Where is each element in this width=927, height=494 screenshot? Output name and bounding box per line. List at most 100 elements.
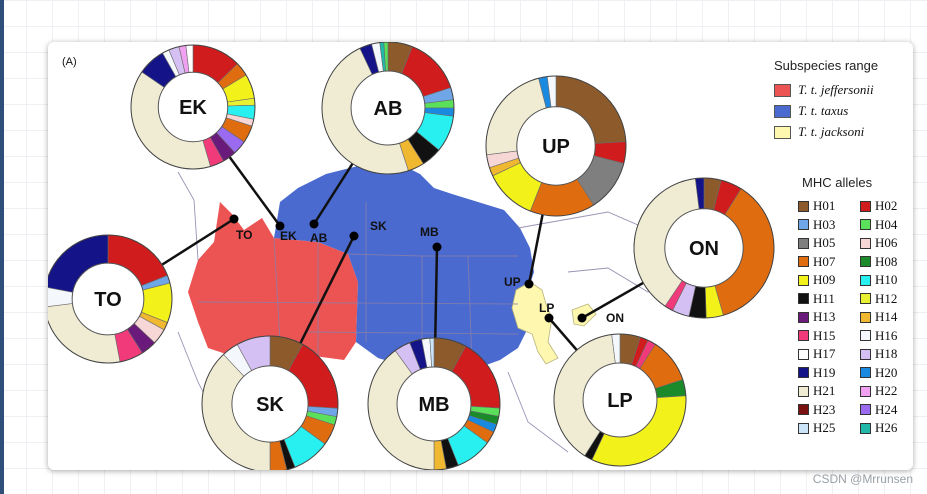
allele-swatch [798, 404, 809, 415]
allele-legend-item: H10 [860, 272, 897, 288]
allele-swatch [798, 311, 809, 323]
allele-id: H09 [813, 272, 836, 287]
pie-label: AB [374, 98, 403, 120]
allele-pies: EK AB UP TO SK MB LP ON [48, 42, 775, 470]
pie-outline [130, 44, 256, 170]
allele-swatch [860, 200, 871, 212]
pie-center [157, 71, 229, 143]
allele-legend-item: H12 [860, 291, 897, 307]
site-dot-ab [309, 219, 319, 229]
allele-legend-item: H06 [860, 235, 897, 251]
pie-label: EK [179, 97, 207, 119]
pie-outline [485, 75, 627, 217]
allele-legend-item: H17 [798, 346, 835, 362]
site-dot-mb [432, 242, 442, 252]
allele-id: H21 [813, 383, 836, 398]
border-lines [177, 171, 709, 453]
allele-legend-item: H24 [860, 402, 897, 418]
subspecies-legend-item: T. t. jeffersonii [774, 82, 874, 98]
allele-swatch [860, 422, 871, 434]
site-label-lp: LP [539, 301, 554, 315]
allele-id: H02 [875, 198, 898, 213]
site-dot-sk [349, 231, 359, 241]
pie-label: MB [418, 394, 449, 416]
subspecies-legend-item: T. t. jacksoni [774, 124, 864, 140]
subspecies-legend-item: T. t. taxus [774, 103, 848, 119]
allele-legend-item: H11 [798, 291, 835, 307]
watermark: CSDN @Mrrunsen [812, 472, 913, 486]
site-dot-on [577, 313, 587, 323]
panel-label: (A) [62, 56, 77, 68]
allele-id: H17 [813, 346, 836, 361]
site-label-ek: EK [280, 229, 297, 243]
allele-legend-item: H07 [798, 254, 835, 270]
allele-legend-item: H15 [798, 328, 835, 344]
allele-swatch [860, 237, 871, 249]
site-dot-to [229, 214, 239, 224]
allele-id: H10 [875, 272, 898, 287]
allele-id: H04 [875, 216, 898, 232]
allele-legend-item: H21 [798, 383, 835, 399]
allele-swatch [798, 293, 809, 304]
allele-id: H25 [813, 420, 836, 435]
allele-legend-item: H05 [798, 235, 835, 251]
allele-swatch [798, 330, 809, 341]
allele-legend-item: H25 [798, 420, 835, 436]
pie-center [516, 106, 596, 186]
pie-center [396, 366, 472, 442]
pie-label: TO [94, 289, 121, 311]
pie-center [582, 362, 658, 438]
pie-sk: SK [201, 335, 339, 470]
allele-id: H20 [875, 364, 898, 380]
pie-outline [48, 234, 173, 364]
allele-swatch [860, 293, 871, 304]
allele-legend-item: H18 [860, 346, 897, 362]
jeffersonii-range [188, 202, 358, 362]
allele-id: H07 [813, 253, 836, 269]
allele-swatch [860, 219, 871, 230]
pie-lp: LP [553, 333, 687, 467]
site-label-ab: AB [310, 231, 328, 245]
allele-swatch [798, 219, 809, 230]
allele-id: H23 [813, 401, 836, 417]
pie-center [350, 70, 426, 146]
allele-legend-title: MHC alleles [802, 175, 873, 190]
legend-label: T. t. jeffersonii [798, 82, 874, 97]
allele-swatch [860, 311, 871, 323]
allele-swatch [798, 237, 809, 249]
taxus-range [274, 164, 534, 372]
allele-legend-item: H13 [798, 309, 835, 325]
subspecies-legend-title: Subspecies range [774, 58, 879, 73]
site-label-on: ON [606, 311, 624, 325]
pie-up: UP [485, 75, 627, 217]
pie-outline [553, 333, 687, 467]
allele-swatch [798, 385, 809, 397]
allele-swatch [860, 274, 871, 286]
pie-outline [633, 177, 775, 319]
allele-swatch [860, 404, 871, 415]
pie-to: TO [48, 234, 173, 364]
allele-id: H13 [813, 309, 836, 324]
allele-id: H19 [813, 364, 836, 380]
allele-swatch [860, 256, 871, 267]
pie-label: SK [256, 394, 284, 416]
pie-outline [201, 335, 339, 470]
allele-id: H12 [875, 290, 898, 306]
allele-swatch [798, 422, 809, 434]
site-dot-up [524, 279, 534, 289]
allele-id: H14 [875, 309, 898, 324]
allele-swatch [860, 385, 871, 397]
allele-id: H06 [875, 235, 898, 250]
allele-swatch [860, 330, 871, 341]
allele-legend-item: H23 [798, 402, 835, 418]
allele-id: H16 [875, 327, 898, 343]
allele-id: H24 [875, 401, 898, 417]
pie-center [231, 365, 309, 443]
allele-swatch [798, 274, 809, 286]
pie-label: UP [542, 136, 570, 158]
site-label-mb: MB [420, 225, 439, 239]
allele-id: H18 [875, 346, 898, 361]
allele-legend-item: H22 [860, 383, 897, 399]
site-label-sk: SK [370, 219, 387, 233]
site-dot-ek [275, 221, 285, 231]
